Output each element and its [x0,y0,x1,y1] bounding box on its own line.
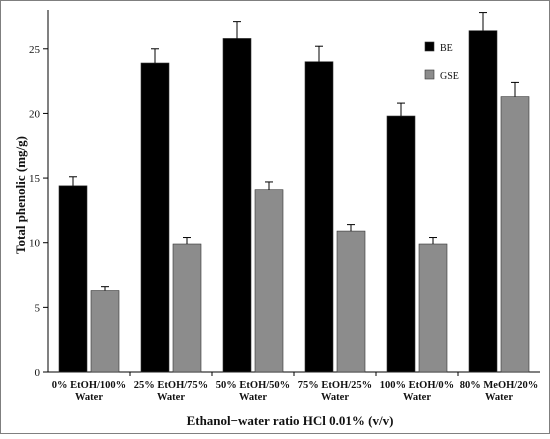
x-tick-label: 75% EtOH/25% [298,380,372,391]
bar-gse [254,189,284,373]
y-tick-label: 10 [29,238,41,250]
legend-swatch-gse [424,69,435,80]
x-tick-label: Water [321,392,349,403]
y-tick-label: 25 [29,44,41,56]
legend-label-gse: GSE [440,71,459,82]
x-tick-label: 80% MeOH/20% [460,380,538,391]
bar-be [222,38,252,373]
bar-be [304,61,334,373]
x-axis-title: Ethanol−water ratio HCl 0.01% (v/v) [187,413,394,428]
x-tick-label: 100% EtOH/0% [380,380,454,391]
bar-be [386,115,416,373]
bar-be [58,185,88,373]
x-tick-label: 0% EtOH/100% [52,380,126,391]
bar-gse [500,96,530,373]
x-tick-label: 50% EtOH/50% [216,380,290,391]
bar-be [468,30,498,373]
bar-gse [172,243,202,373]
y-tick-label: 5 [35,302,41,314]
bar-gse [336,230,366,373]
y-axis-title: Total phenolic (mg/g) [13,136,28,254]
legend-label-be: BE [440,43,453,54]
bar-gse [418,243,448,373]
x-tick-label: Water [157,392,185,403]
x-tick-label: Water [239,392,267,403]
bar-be [140,62,170,373]
x-tick-label: 25% EtOH/75% [134,380,208,391]
bar-gse [90,290,120,373]
y-tick-label: 20 [29,108,41,120]
x-tick-label: Water [485,392,513,403]
legend-swatch-be [424,41,435,52]
y-tick-label: 15 [29,173,41,185]
x-tick-label: Water [403,392,431,403]
x-tick-label: Water [75,392,103,403]
y-tick-label: 0 [35,367,41,379]
